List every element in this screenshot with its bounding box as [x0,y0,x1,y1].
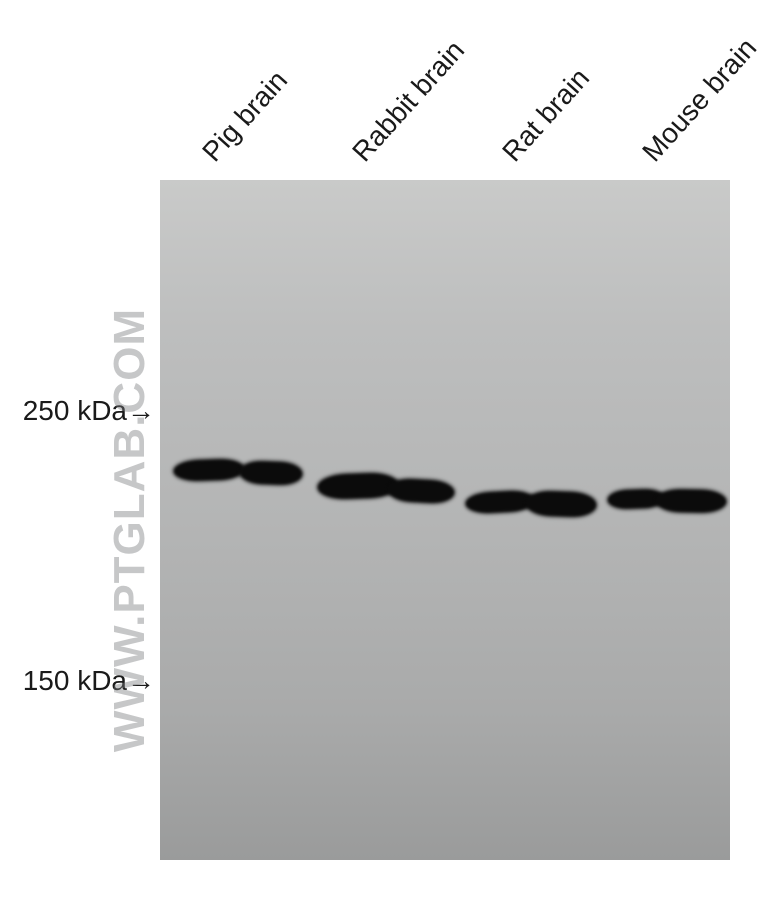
lane-label-3: Rat brain [496,62,596,168]
blot-band [466,490,535,514]
lane-labels-group: Pig brain Rabbit brain Rat brain Mouse b… [160,0,730,180]
blot-band [318,473,399,500]
blot-band [387,478,454,503]
blot-band [526,491,597,517]
lane-label-2: Rabbit brain [346,34,471,168]
blot-band [656,489,726,512]
watermark-text: WWW.PTGLAB.COM [105,308,155,752]
lane-label-4: Mouse brain [636,32,760,168]
blot-membrane [160,180,730,860]
figure-container: Pig brain Rabbit brain Rat brain Mouse b… [0,0,760,900]
blot-band [240,461,303,485]
lane-label-1: Pig brain [196,64,294,168]
blot-band [174,459,245,481]
